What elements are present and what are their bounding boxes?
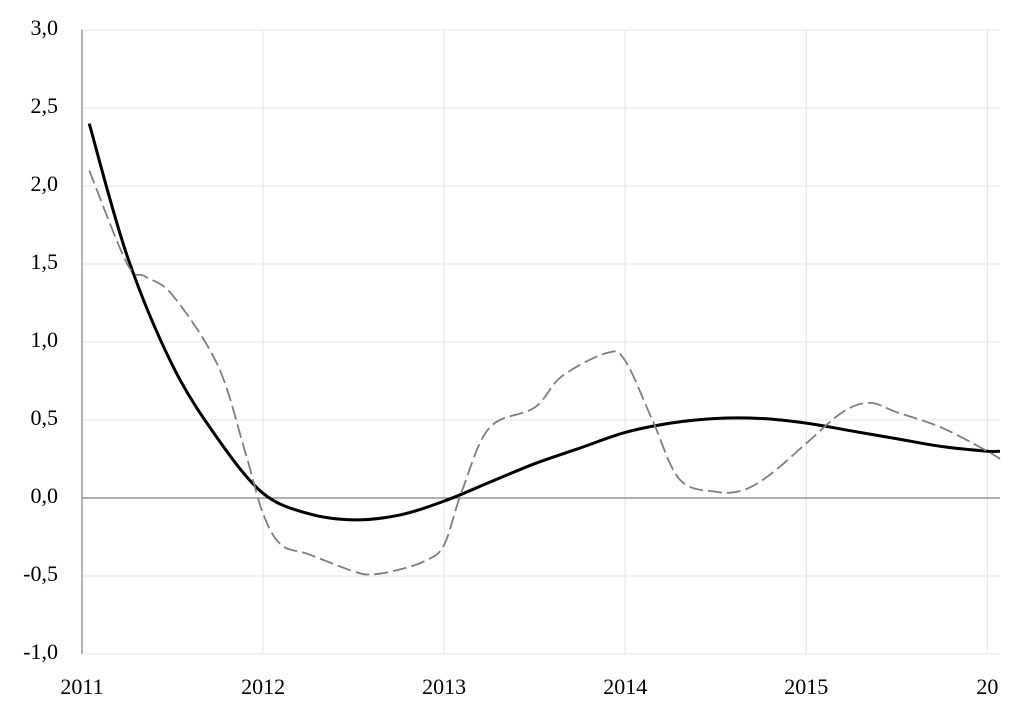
y-tick-label: -0,5 [23, 561, 58, 586]
x-tick-label: 2011 [60, 674, 103, 699]
y-tick-label: 1,5 [31, 249, 59, 274]
y-tick-label: 2,5 [31, 93, 59, 118]
y-tick-label: 1,0 [31, 327, 59, 352]
x-tick-label: 2015 [784, 674, 828, 699]
x-tick-label: 2013 [422, 674, 466, 699]
line-series [88, 170, 1001, 576]
y-tick-label: -1,0 [23, 639, 58, 664]
x-tick-label: 2012 [241, 674, 285, 699]
y-tick-label: 3,0 [31, 15, 59, 40]
x-tick-label: 20 [976, 674, 998, 699]
y-tick-label: 2,0 [31, 171, 59, 196]
y-tick-label: 0,5 [31, 405, 59, 430]
line-series [87, 123, 1001, 522]
y-tick-label: 0,0 [31, 483, 59, 508]
x-tick-label: 2014 [603, 674, 647, 699]
